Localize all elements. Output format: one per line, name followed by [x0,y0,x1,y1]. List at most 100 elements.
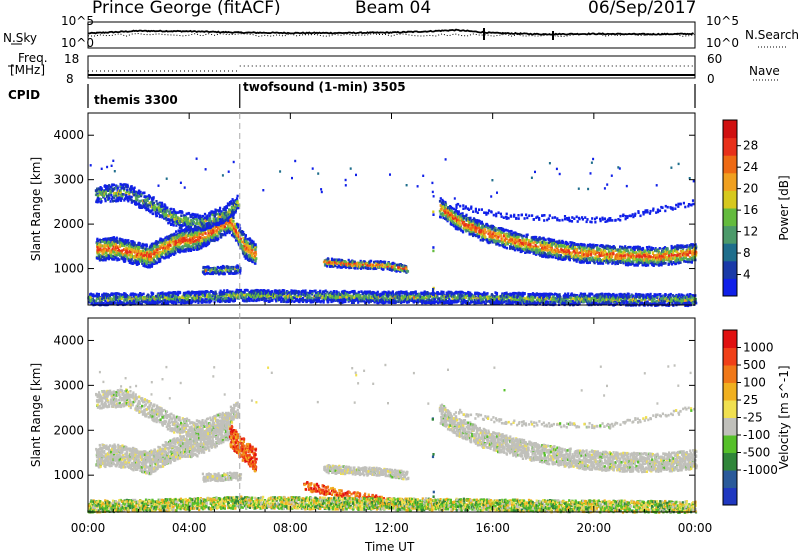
power-cell [575,258,578,262]
power-cell [242,252,245,256]
power-cell [115,245,118,248]
power-cell [568,258,571,262]
power-cell [118,258,121,261]
power-cell [158,246,161,249]
power-cell [165,216,168,220]
power-cell [108,249,111,253]
power-cell [232,219,235,223]
power-cell [170,223,174,226]
power-cell [153,204,156,207]
power-cell [234,222,237,226]
freq-frame [87,55,696,79]
power-cell [103,238,106,241]
power-cell [158,250,161,254]
power-cell [506,234,509,238]
power-cell [222,221,225,224]
power-cell [244,234,247,237]
power-cell [248,255,251,258]
power-cell [215,218,218,221]
power-cell [179,247,182,251]
power-cell [653,260,656,264]
power-cell [182,233,185,237]
power-cell [189,241,192,245]
power-cell [152,256,155,260]
power-cell [195,231,198,234]
power-cell [125,193,128,197]
power-cell [113,239,116,242]
power-cell [214,230,217,233]
power-cell [173,232,176,236]
power-cell [100,248,103,252]
power-cell [551,250,554,254]
power-cell [157,240,160,244]
power-cell [188,239,191,243]
power-cell [204,228,207,231]
power-panel [87,157,698,308]
power-cell [207,217,210,220]
power-cell [113,199,116,202]
power-cell [635,254,638,258]
power-cell [95,189,98,192]
power-cell [151,204,154,207]
power-cell [651,251,654,254]
power-cell [154,210,157,214]
power-cell [104,199,107,203]
power-cell [195,228,198,232]
power-cell [174,250,177,253]
power-cell [150,205,153,209]
power-cell [224,216,227,219]
power-cell [121,194,124,197]
power-cell [116,257,119,261]
power-cell [155,246,158,249]
power-cell [126,185,129,188]
power-cell [177,229,180,232]
power-cell [196,218,199,222]
power-cell [108,184,111,187]
power-cell [119,199,123,202]
power-cell [116,241,119,244]
power-cell [211,239,214,242]
power-cell [168,252,171,256]
power-cell [150,201,153,204]
power-cell [194,234,197,237]
power-cell [157,246,160,250]
power-cell [223,208,226,212]
power-cell [198,239,201,242]
power-cell [189,230,192,233]
power-cell [147,265,150,269]
power-cell [182,237,185,240]
power-cell [188,221,191,224]
power-cell [223,229,226,233]
power-cell [117,198,120,202]
power-cell [138,243,141,246]
power-cell [178,237,181,241]
power-cell [206,271,209,275]
power-cell [123,244,126,247]
power-cell [472,233,476,237]
power-cell [107,237,110,240]
power-cell [203,216,206,220]
power-cell [133,251,136,254]
power-cell [133,186,136,190]
power-cell [177,211,180,214]
power-cell [234,227,237,231]
power-cell [245,240,248,243]
power-cell [591,256,594,259]
power-cell [121,184,124,187]
power-cell [209,226,213,229]
power-cell [168,210,171,214]
power-cell [98,244,101,247]
power-cell [105,251,108,255]
power-cell [195,239,198,242]
power-cell [122,252,125,256]
power-cell [150,209,153,213]
power-cell [684,244,687,248]
power-cell [214,208,217,212]
power-cell [129,198,132,201]
power-cell [116,191,120,195]
power-cell [188,225,191,228]
power-cell [175,230,178,233]
power-cell [249,256,252,260]
power-cell [201,218,204,221]
power-cell [194,242,197,246]
